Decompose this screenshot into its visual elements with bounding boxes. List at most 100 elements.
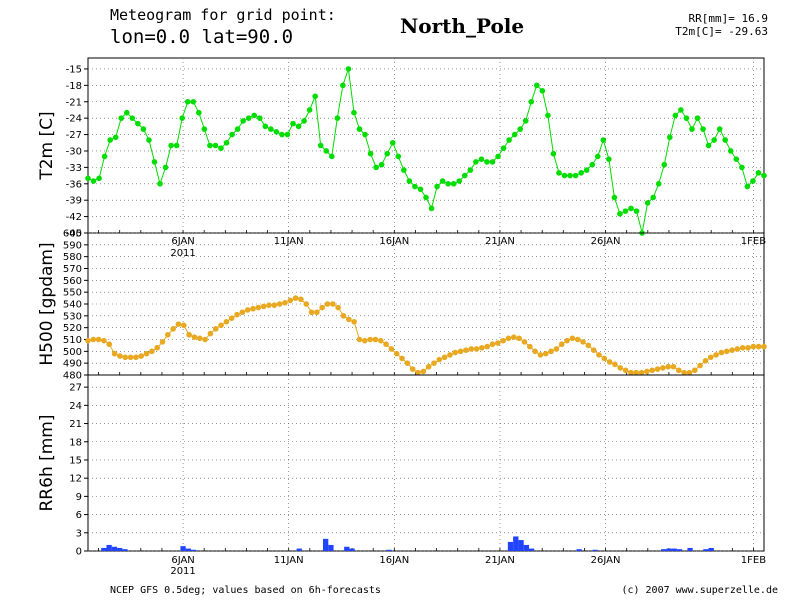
data-point	[133, 354, 139, 361]
data-point	[683, 115, 690, 121]
data-point	[739, 344, 746, 351]
panel-frame	[87, 374, 765, 552]
data-point	[292, 295, 299, 301]
data-point	[517, 126, 523, 132]
precip-bar	[666, 548, 672, 551]
t2m-mean: T2m[C]= -29.63	[675, 25, 768, 38]
data-point	[273, 129, 280, 135]
data-point	[170, 326, 176, 332]
data-point	[585, 342, 592, 349]
data-point	[692, 367, 698, 374]
data-point	[423, 194, 429, 201]
data-point	[516, 335, 522, 342]
grid-point-coords: lon=0.0 lat=90.0	[110, 26, 294, 48]
data-point	[694, 115, 701, 121]
data-point	[649, 367, 656, 374]
data-point	[660, 365, 666, 371]
data-point	[262, 123, 269, 130]
data-point	[135, 120, 141, 127]
data-point	[101, 337, 107, 344]
data-point	[676, 367, 682, 374]
precip-bar	[513, 536, 519, 551]
data-point	[489, 341, 496, 348]
precip-bar	[592, 549, 598, 551]
data-point	[617, 365, 624, 371]
data-point	[168, 142, 174, 149]
data-point	[702, 358, 709, 364]
data-point	[239, 309, 246, 316]
data-point	[733, 156, 740, 162]
precip-bar	[190, 549, 197, 551]
data-point	[528, 98, 535, 105]
data-point	[506, 137, 512, 143]
data-point	[611, 194, 618, 201]
data-point	[463, 347, 469, 353]
data-point	[553, 346, 560, 352]
data-point	[118, 115, 125, 121]
data-point	[500, 337, 506, 344]
y-tick-label: 6	[76, 510, 82, 521]
precip-bar	[180, 546, 186, 551]
data-point	[388, 346, 395, 352]
data-point	[345, 66, 352, 72]
data-point	[373, 164, 379, 171]
precip-bar	[703, 549, 709, 551]
data-point	[212, 142, 219, 149]
data-point	[308, 309, 315, 316]
data-point	[276, 301, 283, 307]
data-point	[755, 343, 762, 350]
data-point	[334, 115, 341, 121]
data-point	[428, 205, 435, 212]
data-point	[526, 343, 533, 350]
data-point	[90, 336, 97, 343]
data-point	[329, 153, 335, 160]
data-point	[686, 369, 693, 376]
data-point	[431, 360, 437, 366]
data-point	[399, 355, 405, 362]
y-tick-label: 12	[69, 474, 82, 485]
y-tick-label: 580	[63, 252, 82, 263]
data-point	[319, 304, 326, 311]
data-point	[90, 178, 97, 184]
data-point	[323, 148, 330, 154]
data-point	[340, 313, 347, 319]
data-point	[567, 172, 573, 179]
data-point	[457, 348, 464, 355]
precip-bar	[323, 538, 329, 551]
y-tick-label: 560	[63, 276, 82, 287]
data-point	[301, 118, 307, 124]
data-point	[207, 142, 213, 149]
data-point	[539, 88, 546, 94]
data-point	[415, 369, 421, 376]
data-point	[409, 366, 416, 372]
y-tick-label: 570	[63, 264, 82, 275]
data-point	[628, 205, 634, 212]
data-point	[417, 186, 424, 193]
data-point	[545, 112, 551, 119]
data-point	[154, 344, 160, 351]
data-point	[556, 170, 562, 176]
y-tick-label: 27	[69, 383, 82, 394]
data-point	[256, 115, 263, 121]
data-point	[378, 161, 385, 168]
data-point	[705, 142, 712, 149]
data-point	[716, 126, 723, 132]
copyright: (c) 2007 www.superzelle.de	[621, 585, 778, 596]
data-point	[734, 346, 741, 352]
data-point	[569, 335, 576, 342]
data-point	[707, 354, 714, 361]
data-point	[500, 145, 507, 152]
data-point	[356, 336, 363, 343]
precip-bar	[676, 549, 683, 551]
y-tick-label: -33	[66, 163, 82, 174]
data-point	[101, 153, 108, 160]
data-point	[522, 118, 529, 124]
data-point	[324, 301, 331, 307]
data-point	[151, 159, 158, 165]
data-point	[129, 115, 136, 121]
data-point	[612, 361, 618, 368]
data-point	[106, 341, 113, 348]
precip-bar	[523, 544, 529, 551]
panel-frame	[87, 57, 765, 234]
data-point	[594, 153, 601, 160]
